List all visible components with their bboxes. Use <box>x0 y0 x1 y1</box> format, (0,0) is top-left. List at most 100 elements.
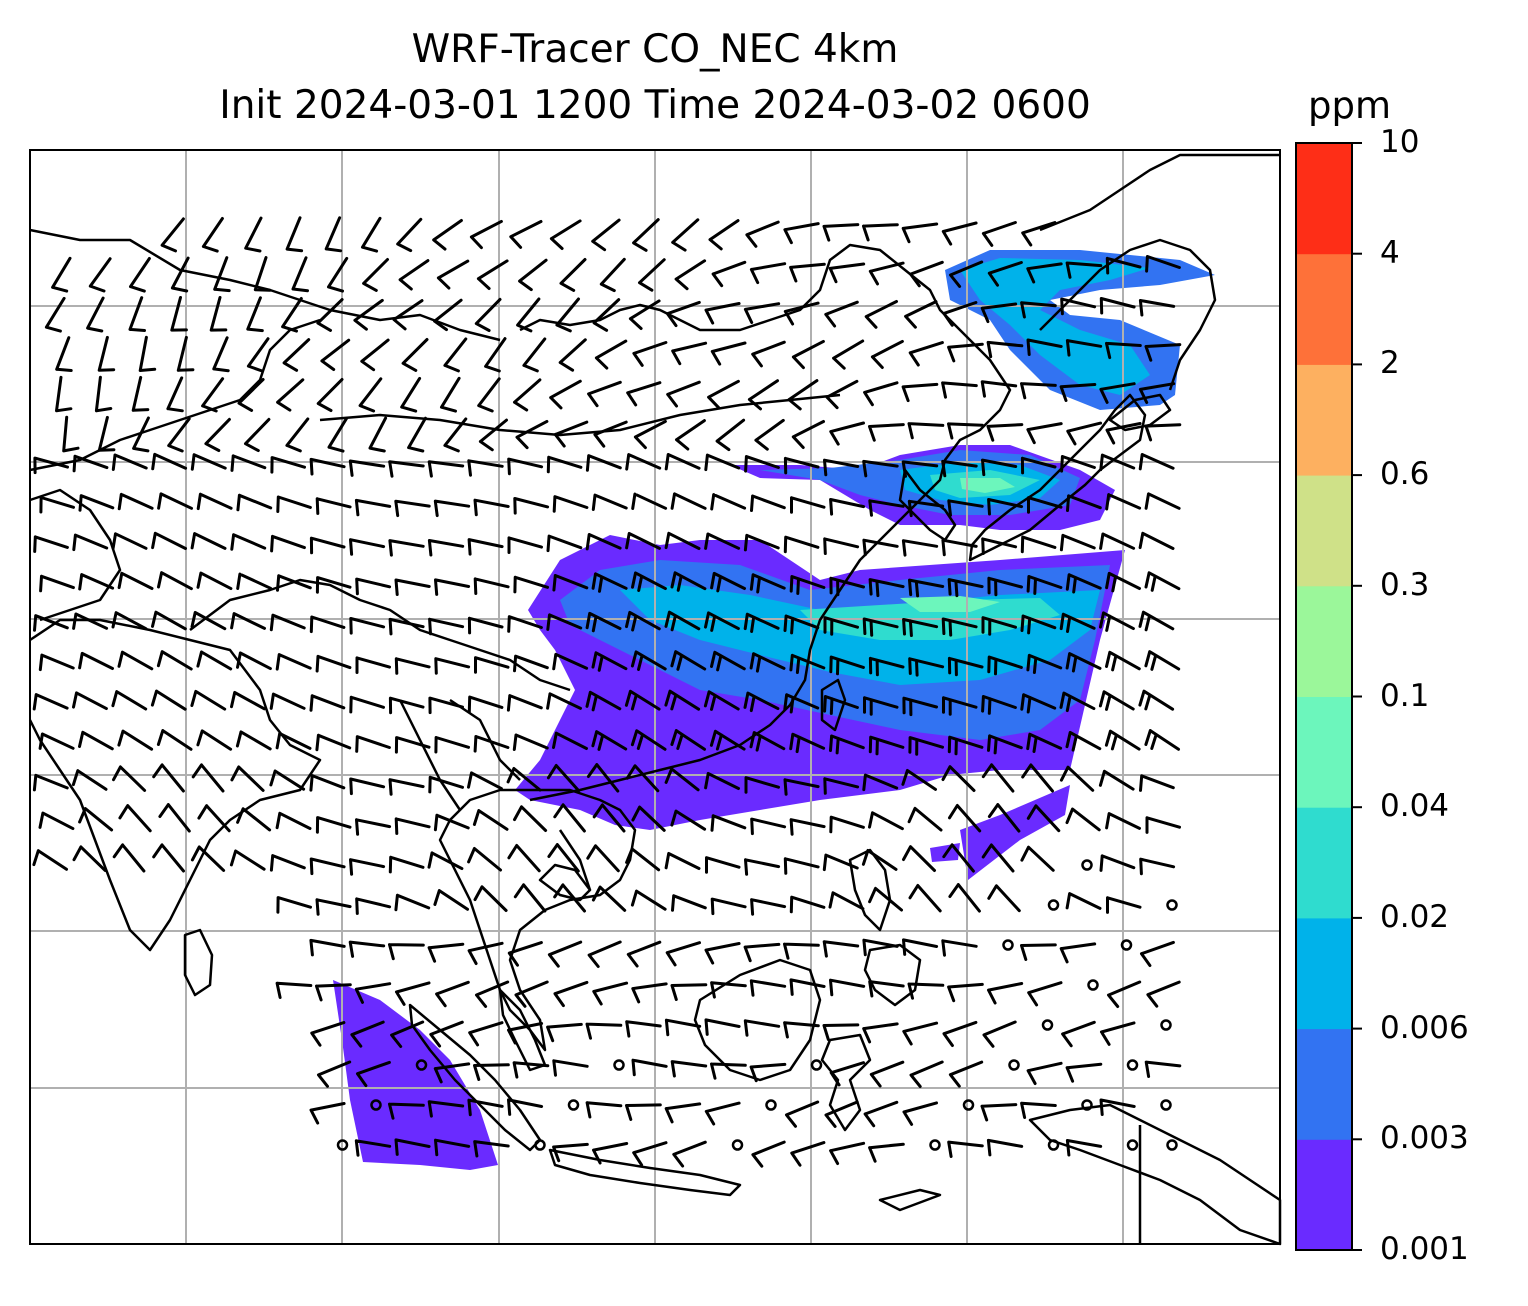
wind-barb <box>942 1020 978 1047</box>
calm-wind-marker <box>962 1099 975 1111</box>
colorbar-segment <box>1296 475 1352 587</box>
wind-barb <box>749 573 786 594</box>
wind-barb <box>1020 614 1057 635</box>
wind-barb <box>1066 421 1103 446</box>
wind-barb <box>484 337 507 373</box>
wind-barb <box>388 1102 425 1120</box>
wind-barb <box>94 375 113 413</box>
wind-barb <box>467 1098 504 1117</box>
wind-barb <box>1026 262 1063 284</box>
wind-barb <box>941 459 978 478</box>
wind-barb <box>823 458 860 477</box>
wind-barb <box>276 896 312 914</box>
wind-barb <box>745 220 780 248</box>
wind-barb <box>744 858 781 876</box>
calm-wind-marker <box>613 1059 625 1071</box>
wind-barb <box>467 941 504 965</box>
wind-barb <box>112 843 146 873</box>
wind-barb <box>832 339 865 370</box>
wind-barb <box>507 844 541 873</box>
coastline-borneo <box>693 958 822 1082</box>
wind-barb <box>947 342 984 363</box>
wind-barb <box>823 537 860 555</box>
wind-barb <box>97 415 116 452</box>
wind-barb <box>1145 255 1181 273</box>
wind-barb <box>507 615 543 633</box>
wind-barb <box>743 1019 781 1037</box>
wind-barb <box>633 419 667 450</box>
wind-barb <box>434 736 470 754</box>
wind-barb <box>1065 261 1103 279</box>
wind-barb <box>862 938 899 957</box>
wind-barb <box>170 256 190 293</box>
coastline-japan <box>968 393 1147 562</box>
wind-barb <box>190 611 227 631</box>
wind-barb <box>1105 256 1142 275</box>
coastline-hokkaido <box>1108 393 1172 432</box>
wind-barb <box>349 538 386 556</box>
wind-barb <box>868 980 905 998</box>
wind-barb <box>390 1020 425 1048</box>
wind-barb <box>72 454 109 473</box>
wind-barb <box>675 419 706 451</box>
wind-barb <box>754 418 785 451</box>
wind-barb <box>355 656 391 674</box>
wind-barb <box>512 733 549 751</box>
wind-barb <box>309 857 346 876</box>
wind-barb <box>664 852 701 870</box>
wind-barb <box>585 1101 623 1119</box>
wind-barb <box>270 456 306 474</box>
wind-barb <box>388 617 425 636</box>
wind-barb <box>907 422 945 440</box>
wind-barb <box>467 695 504 714</box>
wind-barb <box>516 297 541 333</box>
wind-barb <box>111 690 148 711</box>
wind-barb <box>1065 807 1101 832</box>
wind-barb <box>824 1100 859 1128</box>
wind-barb <box>708 219 740 251</box>
wind-barb <box>783 857 820 875</box>
calm-wind-marker <box>810 1059 823 1071</box>
wind-barb <box>196 729 233 751</box>
wind-barb <box>941 221 978 246</box>
wind-barb <box>861 849 898 871</box>
wind-barb <box>703 690 740 711</box>
colorbar-tick-label: 10 <box>1380 124 1420 160</box>
wind-barb <box>710 1062 747 1080</box>
wind-barb <box>507 536 543 554</box>
wind-barb <box>783 1021 820 1039</box>
wind-barb <box>291 256 309 293</box>
wind-barb <box>128 296 146 332</box>
wind-barb <box>907 499 945 518</box>
wind-barb <box>585 1022 623 1040</box>
colorbar-tick-label: 0.02 <box>1380 898 1450 935</box>
wind-barb <box>626 381 662 407</box>
wind-barb <box>868 578 905 598</box>
wind-barb <box>1144 729 1180 751</box>
wind-barb <box>514 980 549 1008</box>
wind-barb <box>829 1061 865 1087</box>
wind-barb <box>625 847 661 872</box>
wind-barb <box>78 730 114 751</box>
wind-barb <box>980 1103 1018 1122</box>
wind-barb <box>1059 942 1097 964</box>
wind-barb <box>166 376 184 413</box>
wind-barb <box>167 417 191 453</box>
wind-barb <box>631 1058 668 1077</box>
wind-barb <box>791 339 825 370</box>
wind-barb <box>704 942 741 965</box>
wind-barb <box>349 777 386 796</box>
wind-barb <box>467 538 504 556</box>
wind-barb <box>1105 422 1142 445</box>
colorbar-segment <box>1296 143 1352 255</box>
wind-barb <box>398 259 430 291</box>
wind-barb <box>44 296 66 333</box>
wind-barb <box>704 1101 741 1126</box>
plume-layer-004 <box>900 596 1000 612</box>
wind-barb <box>822 853 859 872</box>
wind-barb <box>546 692 582 710</box>
wind-barb <box>39 574 75 593</box>
wind-barb <box>987 803 1021 833</box>
wind-barb <box>789 732 826 754</box>
colorbar-tick-label: 0.04 <box>1380 788 1450 825</box>
